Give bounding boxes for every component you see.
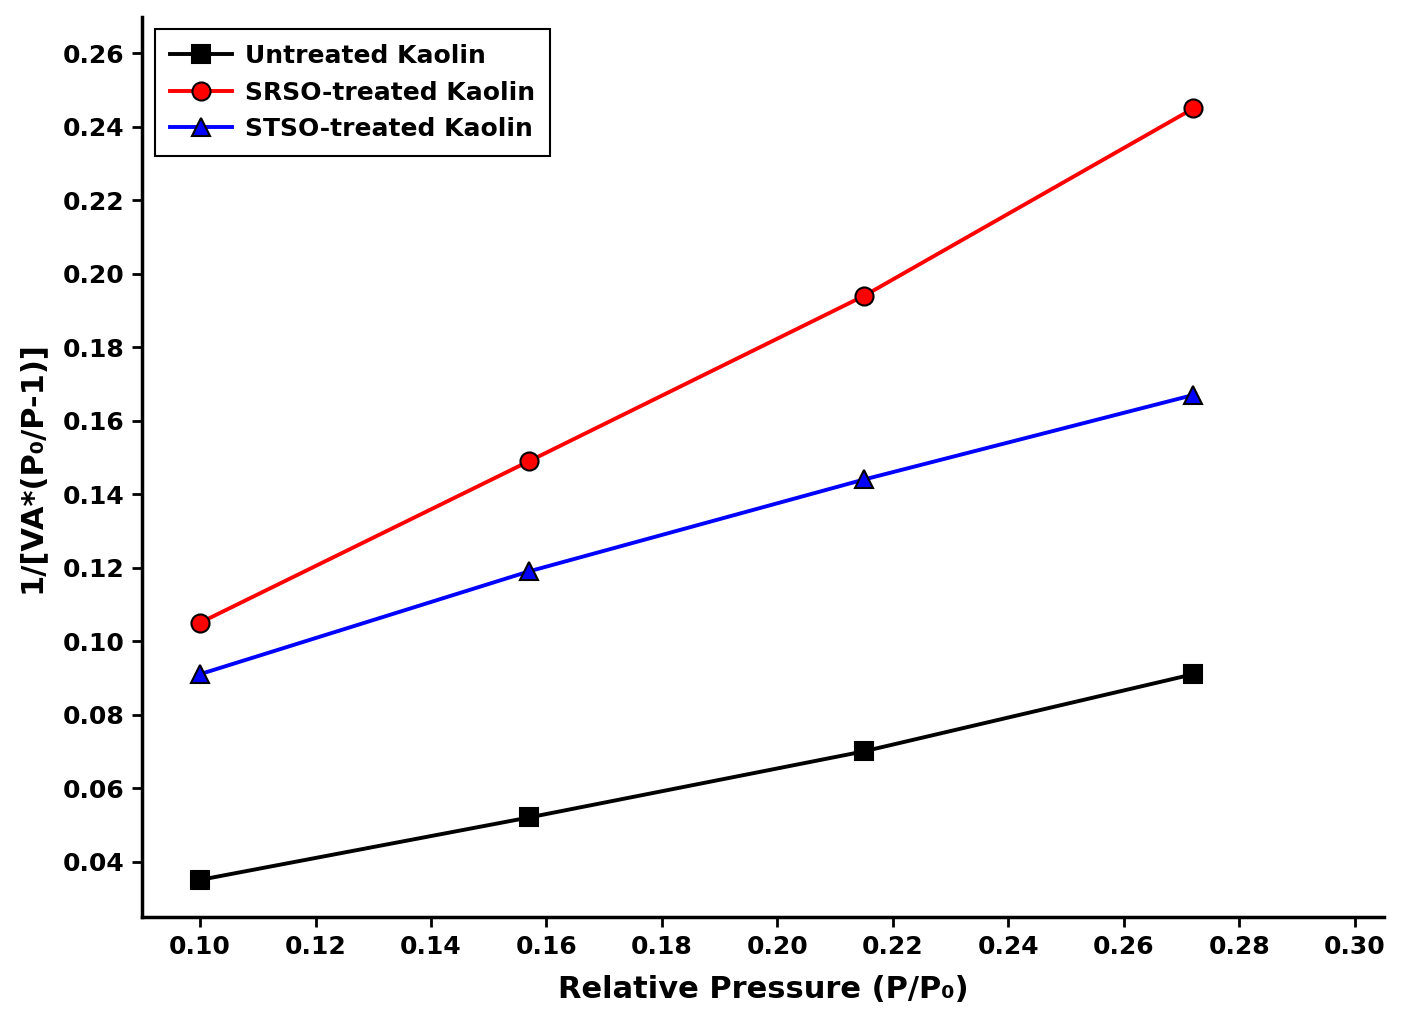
SRSO-treated Kaolin — [520, 455, 537, 468]
STSO-treated Kaolin — [520, 566, 537, 578]
Line: STSO-treated Kaolin: STSO-treated Kaolin — [191, 386, 1202, 683]
STSO-treated Kaolin — [191, 668, 208, 680]
STSO-treated Kaolin — [1185, 389, 1202, 401]
Untreated Kaolin — [856, 745, 873, 758]
X-axis label: Relative Pressure (P/P₀): Relative Pressure (P/P₀) — [558, 975, 969, 1005]
STSO-treated Kaolin — [856, 474, 873, 486]
SRSO-treated Kaolin — [856, 290, 873, 302]
Line: SRSO-treated Kaolin: SRSO-treated Kaolin — [191, 99, 1202, 632]
Untreated Kaolin — [520, 812, 537, 824]
SRSO-treated Kaolin — [191, 617, 208, 629]
Line: Untreated Kaolin: Untreated Kaolin — [191, 665, 1202, 889]
Untreated Kaolin — [191, 874, 208, 886]
SRSO-treated Kaolin — [1185, 102, 1202, 114]
Y-axis label: 1/[VA*(P₀/P-1)]: 1/[VA*(P₀/P-1)] — [17, 341, 45, 592]
Untreated Kaolin — [1185, 668, 1202, 680]
Legend: Untreated Kaolin, SRSO-treated Kaolin, STSO-treated Kaolin: Untreated Kaolin, SRSO-treated Kaolin, S… — [155, 30, 550, 156]
